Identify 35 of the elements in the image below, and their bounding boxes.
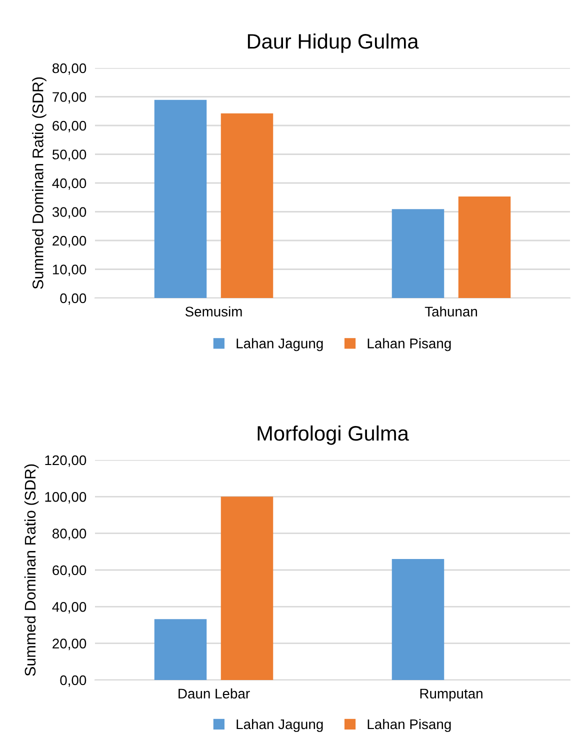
legend-label: Lahan Jagung: [236, 718, 323, 732]
y-tick-label: 10,00: [52, 264, 86, 276]
bar: [220, 113, 274, 298]
chart-title: Morfologi Gulma: [258, 425, 409, 445]
y-tick-label: 20,00: [52, 638, 86, 650]
bar: [458, 196, 511, 298]
x-tick-label: Semusim: [185, 306, 242, 317]
y-tick-label: 120,00: [45, 455, 86, 467]
y-tick-label: 60,00: [52, 120, 86, 132]
y-tick-label: 70,00: [52, 92, 86, 104]
bar: [154, 619, 207, 680]
bar: [392, 209, 444, 298]
x-tick-label: Daun Lebar: [178, 688, 250, 699]
y-tick-label: 20,00: [52, 236, 86, 248]
legend-label: Lahan Pisang: [368, 718, 451, 732]
y-tick-label: 30,00: [52, 207, 86, 219]
bar: [392, 559, 444, 680]
y-axis-title: Summed Dominan Ratio (SDR): [32, 77, 46, 289]
y-tick-label: 0,00: [60, 293, 86, 305]
chart-title: Daur Hidup Gulma: [248, 33, 419, 53]
y-tick-label: 40,00: [52, 602, 86, 614]
x-tick-label: Tahunan: [424, 306, 477, 317]
y-tick-label: 50,00: [52, 150, 86, 162]
y-axis-title: Summed Dominan Ratio (SDR): [24, 464, 39, 676]
y-tick-label: 0,00: [60, 675, 86, 687]
x-tick-label: Rumputan: [420, 688, 482, 702]
y-tick-label: 60,00: [52, 565, 86, 577]
legend-label: Lahan Pisang: [368, 338, 451, 352]
bar: [220, 496, 274, 680]
legend-label: Lahan Jagung: [236, 338, 323, 352]
bar: [154, 100, 207, 298]
y-tick-label: 40,00: [52, 178, 86, 190]
y-tick-label: 80,00: [52, 63, 86, 75]
y-tick-label: 80,00: [52, 528, 86, 540]
y-tick-label: 100,00: [45, 492, 86, 504]
